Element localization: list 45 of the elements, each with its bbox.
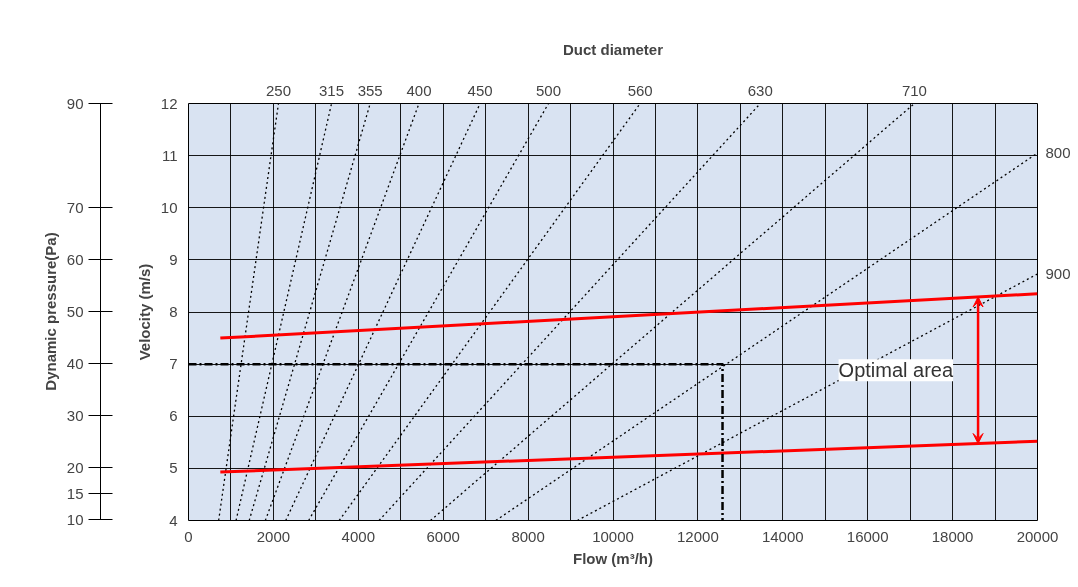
y3-tick-label: 40 xyxy=(66,354,84,372)
y3-tick-label: 10 xyxy=(66,510,84,528)
y3-tick-label: 15 xyxy=(66,484,84,502)
y-tick-label: 10 xyxy=(160,198,178,216)
x-tick-label: 0 xyxy=(184,527,193,545)
x-tick-label: 12000 xyxy=(677,527,719,545)
y3-axis-title: Dynamic pressure(Pa) xyxy=(41,232,59,391)
series-label: 250 xyxy=(265,81,292,99)
series-label: 450 xyxy=(467,81,493,99)
x-tick-label: 20000 xyxy=(1016,527,1059,545)
series-label: 315 xyxy=(319,81,345,99)
y3-tick-label: 70 xyxy=(66,198,84,216)
y3-tick-label: 30 xyxy=(66,406,84,424)
x-tick-label: 8000 xyxy=(511,527,545,545)
x-tick-label: 14000 xyxy=(761,527,804,545)
chart-title: Duct diameter xyxy=(562,40,664,58)
series-label: 710 xyxy=(901,81,927,99)
y3-tick-label: 60 xyxy=(66,250,84,268)
y-tick-label: 5 xyxy=(169,459,178,477)
y-axis-title: Velocity (m/s) xyxy=(135,263,153,361)
series-label: 500 xyxy=(535,81,561,99)
y-tick-label: 8 xyxy=(169,303,178,320)
y-tick-label: 11 xyxy=(161,146,178,164)
series-label: 630 xyxy=(747,81,773,99)
x-tick-label: 4000 xyxy=(341,527,375,545)
series-label: 355 xyxy=(357,81,383,99)
y-tick-label: 9 xyxy=(169,250,178,268)
x-tick-label: 10000 xyxy=(592,527,634,545)
series-label: 800 xyxy=(1045,144,1071,162)
series-label: 560 xyxy=(627,81,653,99)
x-axis-title: Flow (m³/h) xyxy=(573,549,653,567)
x-tick-label: 2000 xyxy=(256,527,291,545)
x-tick-label: 16000 xyxy=(846,527,889,545)
series-label: 900 xyxy=(1045,264,1071,282)
y3-tick-label: 50 xyxy=(66,302,84,320)
y-tick-label: 7 xyxy=(169,355,178,373)
annotation: Optimal area xyxy=(838,359,954,382)
x-tick-label: 6000 xyxy=(426,527,460,545)
y3-tick-label: 90 xyxy=(66,94,84,112)
y3-tick-label: 20 xyxy=(66,458,84,476)
y-tick-label: 4 xyxy=(169,511,178,529)
series-label: 400 xyxy=(406,81,432,99)
y-tick-label: 6 xyxy=(169,407,178,425)
x-tick-label: 18000 xyxy=(931,527,974,545)
y-tick-label: 12 xyxy=(160,94,178,112)
